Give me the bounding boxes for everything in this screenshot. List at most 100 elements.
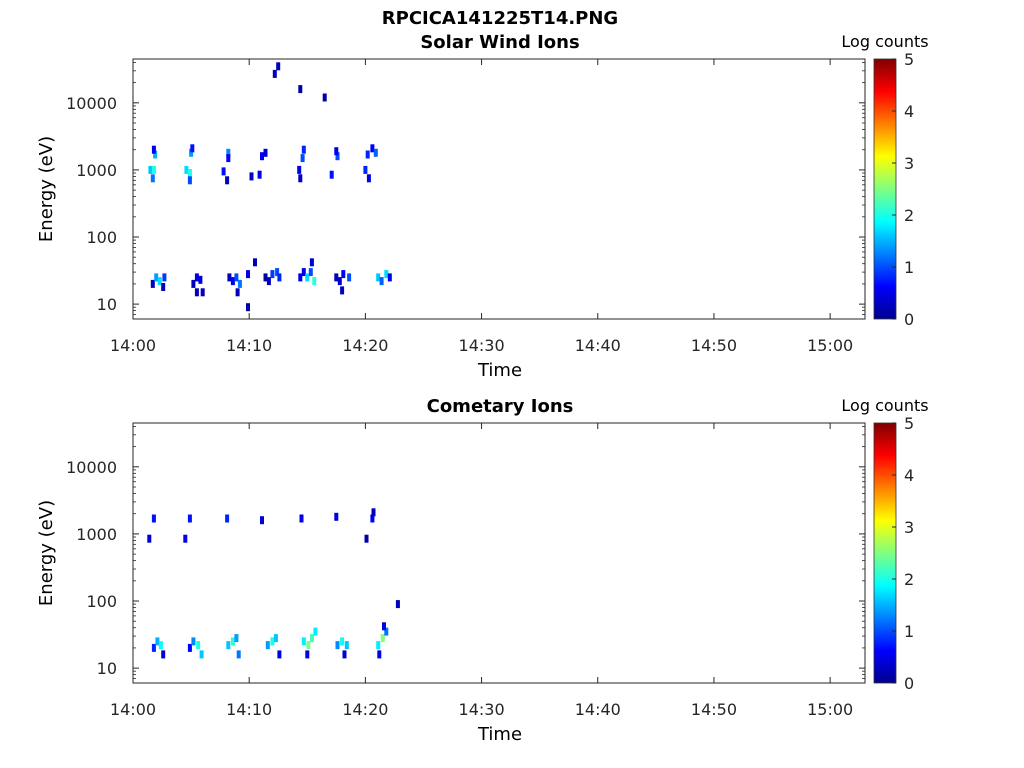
- heatmap-cell: [230, 277, 235, 286]
- y-tick-label: 1000: [76, 525, 117, 544]
- heatmap-cell: [300, 154, 305, 163]
- x-tick-label: 14:30: [459, 700, 505, 719]
- heatmap-cell: [309, 258, 314, 267]
- x-tick-label: 14:30: [459, 336, 505, 355]
- heatmap-cell: [153, 150, 158, 159]
- heatmap-cell: [370, 144, 375, 153]
- heatmap-cell: [335, 152, 340, 161]
- x-tick-label: 14:40: [575, 336, 621, 355]
- x-tick-label: 14:50: [691, 700, 737, 719]
- heatmap-cell: [341, 270, 346, 279]
- heatmap-cell: [235, 288, 240, 297]
- heatmap-cell: [225, 176, 230, 185]
- heatmap-cell: [347, 273, 352, 282]
- y-tick-label: 100: [86, 228, 117, 247]
- heatmap-cell: [380, 634, 385, 643]
- plot-frame: [132, 58, 866, 320]
- colorbar-tick-label: 3: [904, 154, 914, 173]
- heatmap-cell: [305, 273, 310, 282]
- colorbar-tick-label: 1: [904, 258, 914, 277]
- colorbar-tick-label: 4: [904, 466, 914, 485]
- panel-cometary-ions: Cometary Ions Energy (eV) Time Log count…: [36, 396, 929, 745]
- colorbar: [873, 422, 897, 684]
- heatmap-cell: [313, 627, 318, 636]
- heatmap-cell: [194, 273, 199, 282]
- heatmap-cell: [151, 643, 156, 652]
- colorbar-tick-label: 0: [904, 310, 914, 329]
- x-tick-label: 14:20: [342, 336, 388, 355]
- heatmap-cell: [301, 637, 306, 646]
- heatmap-cell: [275, 268, 280, 277]
- heatmap-cell: [260, 516, 264, 525]
- heatmap-cell: [334, 273, 339, 282]
- heatmap-cell: [387, 273, 392, 282]
- heatmap-cell: [196, 641, 201, 650]
- heatmap-cell: [376, 641, 381, 650]
- heatmap-cell: [379, 277, 384, 286]
- colorbar-tick-label: 2: [904, 206, 914, 225]
- heatmap-cell: [199, 650, 204, 659]
- heatmap-cell: [298, 174, 303, 183]
- heatmap-cell: [277, 273, 282, 282]
- heatmap-cell: [148, 165, 153, 174]
- heatmap-cell: [377, 650, 382, 659]
- heatmap-cell: [189, 148, 194, 157]
- heatmap-cell: [344, 641, 349, 650]
- colorbar-tick-label: 2: [904, 570, 914, 589]
- heatmap-cell: [306, 641, 311, 650]
- heatmap-cell: [225, 514, 230, 523]
- x-tick-label: 14:10: [226, 700, 272, 719]
- panel-title: Solar Wind Ions: [420, 32, 579, 53]
- heatmap-cell: [266, 277, 271, 286]
- heatmap-cell: [384, 627, 389, 636]
- colorbar: [873, 58, 897, 320]
- colorbar-label: Log counts: [841, 32, 928, 51]
- y-axis-label: Energy (eV): [36, 136, 57, 242]
- heatmap-cell: [226, 641, 231, 650]
- x-tick-label: 14:10: [226, 336, 272, 355]
- heatmap-cell: [273, 634, 278, 643]
- heatmap-cell: [161, 650, 166, 659]
- plot-frame: [132, 422, 866, 684]
- heatmap-cell: [299, 514, 304, 523]
- heatmap-cell: [276, 62, 281, 71]
- x-axis-label: Time: [477, 724, 522, 745]
- x-tick-label: 14:00: [110, 700, 156, 719]
- heatmap-cell: [342, 650, 347, 659]
- heatmap-cell: [263, 273, 268, 282]
- colorbar-tick-label: 5: [904, 414, 914, 433]
- heatmap-cell: [227, 273, 232, 282]
- heatmap-cell: [340, 286, 345, 295]
- heatmap-cell: [272, 69, 277, 78]
- heatmap-cell: [257, 170, 262, 179]
- x-axis-label: Time: [477, 360, 522, 381]
- y-axis-label: Energy (eV): [36, 500, 57, 606]
- x-tick-label: 14:40: [575, 700, 621, 719]
- y-tick-label: 10: [97, 295, 117, 314]
- heatmap-cell: [183, 534, 188, 543]
- heatmap-cell: [371, 508, 376, 517]
- heatmap-cell: [263, 148, 268, 157]
- heatmap-cell: [298, 85, 303, 94]
- heatmap-cell: [270, 637, 275, 646]
- colorbar-tick-label: 5: [904, 50, 914, 69]
- heatmap-cell: [373, 148, 378, 157]
- heatmap-cell: [234, 634, 239, 643]
- heatmap-cell: [301, 268, 306, 277]
- heatmap-cell: [226, 148, 231, 157]
- x-tick-label: 14:00: [110, 336, 156, 355]
- heatmap-cell: [366, 174, 371, 183]
- y-tick-label: 1000: [76, 161, 117, 180]
- heatmap-cell: [246, 270, 250, 279]
- colorbar-label: Log counts: [841, 396, 928, 415]
- heatmap-cell: [334, 147, 339, 156]
- heatmap-cell: [187, 169, 192, 177]
- x-tick-label: 14:20: [342, 700, 388, 719]
- figure-title: RPCICA141225T14.PNG: [382, 8, 618, 29]
- heatmap-cell: [157, 277, 162, 286]
- heatmap-cell: [151, 145, 156, 154]
- heatmap-cell: [334, 512, 339, 521]
- heatmap-cell: [301, 145, 306, 154]
- heatmap-cell: [298, 273, 303, 282]
- heatmap-cell: [376, 273, 381, 282]
